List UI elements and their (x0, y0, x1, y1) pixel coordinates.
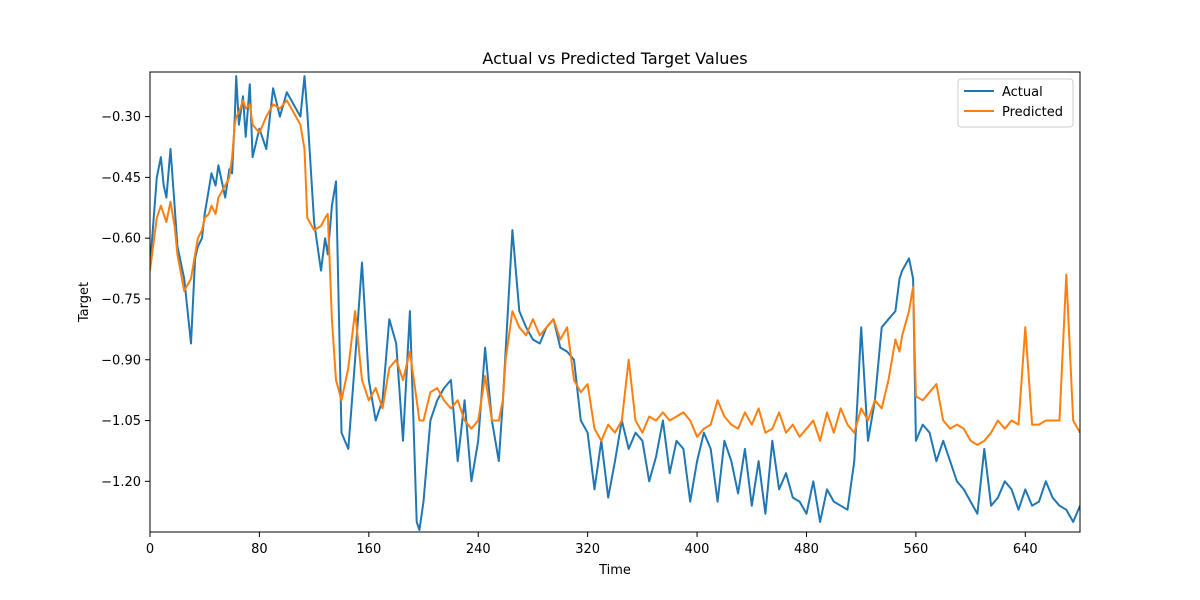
legend-label-actual: Actual (1002, 85, 1043, 100)
y-axis-label: Target (77, 282, 92, 323)
series-line-actual (150, 75, 1080, 531)
chart-title: Actual vs Predicted Target Values (482, 49, 747, 68)
legend: Actual Predicted (957, 78, 1074, 128)
x-tick-label: 240 (466, 542, 491, 557)
x-axis-label: Time (598, 563, 631, 578)
x-tick-label: 560 (903, 542, 928, 557)
y-tick-label: −0.60 (101, 232, 141, 247)
y-tick-label: −0.90 (101, 353, 141, 368)
x-tick-label: 80 (251, 542, 268, 557)
y-tick-label: −0.45 (101, 171, 141, 186)
x-tick-label: 640 (1013, 542, 1038, 557)
y-axis: −1.20 −1.05 −0.90 −0.75 −0.60 −0.45 −0.30 (101, 110, 150, 490)
plot-frame (149, 71, 1081, 533)
legend-label-predicted: Predicted (1002, 105, 1063, 120)
series-line-predicted (150, 99, 1080, 446)
x-tick-label: 160 (356, 542, 381, 557)
x-tick-label: 320 (575, 542, 600, 557)
y-tick-label: −1.05 (101, 414, 141, 429)
y-tick-label: −0.75 (101, 292, 141, 307)
x-tick-label: 400 (685, 542, 710, 557)
y-tick-label: −1.20 (101, 475, 141, 490)
series-layer (150, 75, 1080, 531)
x-tick-label: 0 (146, 542, 154, 557)
y-tick-label: −0.30 (101, 110, 141, 125)
x-tick-label: 480 (794, 542, 819, 557)
x-axis: 0 80 160 240 320 400 480 560 640 (146, 532, 1038, 557)
